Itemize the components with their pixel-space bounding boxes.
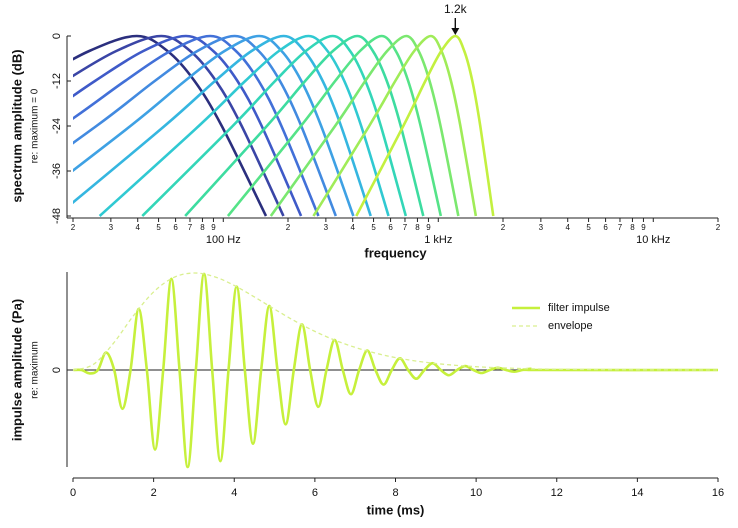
line-series: [184, 34, 425, 217]
x-tick-label: 3: [109, 223, 114, 232]
x-tick-label: 9: [641, 223, 646, 232]
x-tick-label: 2: [151, 487, 157, 499]
series-group: [73, 34, 495, 217]
x-tick-label: 7: [188, 223, 193, 232]
x-tick-label: 5: [371, 223, 376, 232]
y-tick-label: 0: [51, 33, 63, 39]
x-tick-label: 2: [286, 223, 291, 232]
legend-label: envelope: [548, 320, 593, 332]
series-group: [73, 272, 718, 469]
x-tick-label: 100 Hz: [206, 234, 241, 246]
line-series: [73, 34, 338, 217]
x-tick-label: 6: [312, 487, 318, 499]
y-tick-label: 0: [51, 367, 63, 373]
x-tick-label: 2: [71, 223, 76, 232]
line-series: [73, 34, 320, 217]
line-series: [355, 34, 495, 217]
line-series: [73, 34, 355, 217]
annotation-text: 1.2k: [444, 2, 468, 16]
x-tick-label: 7: [618, 223, 623, 232]
x-tick-label: 6: [603, 223, 608, 232]
x-tick-label: 4: [565, 223, 570, 232]
x-axis-label: time (ms): [367, 502, 425, 517]
x-tick-label: 3: [539, 223, 544, 232]
y-axis-note: re: maximum: [30, 341, 41, 399]
x-tick-label: 6: [388, 223, 393, 232]
x-tick-label: 2: [716, 223, 721, 232]
line-series: [73, 272, 718, 371]
y-tick-label: -36: [51, 163, 63, 179]
line-series: [141, 34, 408, 217]
x-tick-label: 16: [712, 487, 724, 499]
x-tick-label: 2: [501, 223, 506, 232]
annotation-arrowhead: [451, 28, 460, 35]
line-series: [73, 34, 268, 217]
x-tick-label: 8: [630, 223, 635, 232]
x-tick-label: 8: [392, 487, 398, 499]
x-tick-label: 3: [324, 223, 329, 232]
line-series: [312, 34, 478, 217]
y-tick-label: -48: [51, 208, 63, 224]
legend-label: filter impulse: [548, 302, 610, 314]
x-tick-label: 14: [631, 487, 643, 499]
x-tick-label: 5: [586, 223, 591, 232]
x-tick-label: 4: [231, 487, 237, 499]
y-tick-label: -24: [51, 118, 63, 134]
line-series: [73, 34, 372, 217]
line-series: [226, 34, 443, 217]
line-series: [98, 34, 390, 217]
line-series: [73, 272, 718, 469]
line-series: [73, 34, 285, 217]
x-tick-label: 10: [470, 487, 482, 499]
x-tick-label: 8: [415, 223, 420, 232]
y-axis-note: re: maximum = 0: [30, 88, 41, 163]
x-tick-label: 4: [135, 223, 140, 232]
line-series: [73, 34, 303, 217]
x-tick-label: 1 kHz: [424, 234, 452, 246]
x-tick-label: 9: [426, 223, 431, 232]
x-tick-label: 0: [70, 487, 76, 499]
x-tick-label: 10 kHz: [636, 234, 670, 246]
x-tick-label: 4: [350, 223, 355, 232]
y-axis-label: spectrum amplitude (dB): [9, 49, 24, 202]
x-tick-label: 7: [403, 223, 408, 232]
x-tick-label: 5: [156, 223, 161, 232]
x-tick-label: 12: [551, 487, 563, 499]
x-tick-label: 6: [173, 223, 178, 232]
x-tick-label: 9: [211, 223, 216, 232]
y-axis-label: impulse amplitude (Pa): [9, 299, 24, 441]
y-tick-label: -12: [51, 73, 63, 89]
x-axis-label: frequency: [364, 245, 427, 260]
x-tick-label: 8: [200, 223, 205, 232]
line-series: [269, 34, 460, 217]
